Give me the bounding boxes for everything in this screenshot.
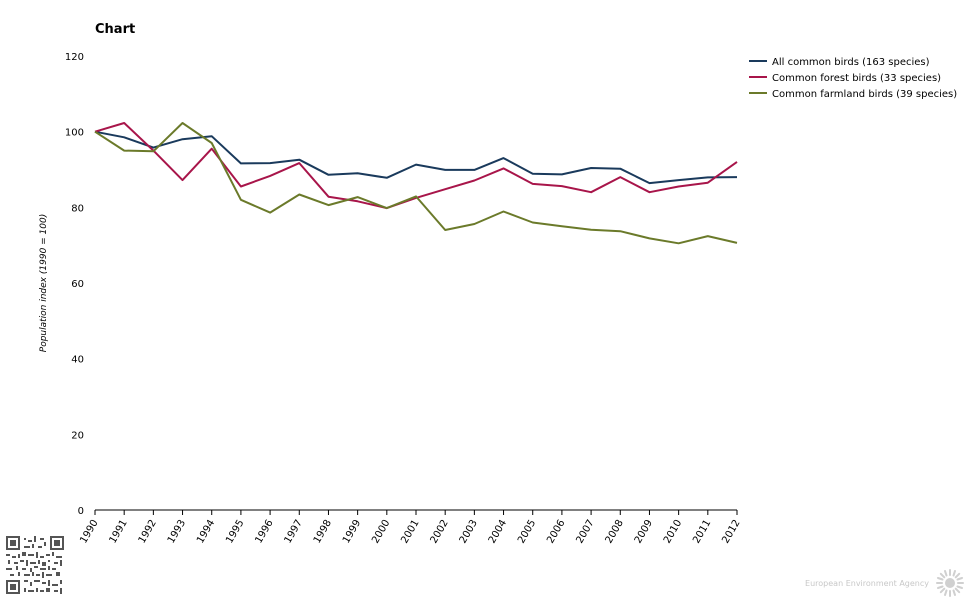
series-line-1 <box>94 130 738 185</box>
x-tick-label: 1997 <box>283 518 305 546</box>
x-tick-label: 1998 <box>312 518 334 546</box>
agency-name: European Environment Agency <box>805 578 929 588</box>
x-tick-label: 2010 <box>662 518 684 546</box>
x-tick-label: 2006 <box>545 518 567 546</box>
series-lines <box>94 122 738 245</box>
y-tick-label: 20 <box>71 430 84 441</box>
x-tick-label: 2007 <box>574 518 596 546</box>
x-tick-label: 2008 <box>604 518 626 546</box>
x-tick-label: 2009 <box>633 518 655 546</box>
eea-sun-logo-icon <box>936 569 964 597</box>
x-tick-label: 2002 <box>429 518 451 546</box>
y-tick-label: 60 <box>71 279 84 290</box>
x-tick-label: 1999 <box>341 518 363 546</box>
chart-title: Chart <box>95 22 136 37</box>
x-tick-label: 2004 <box>487 518 509 546</box>
x-tick-label: 2003 <box>458 518 480 546</box>
y-tick-label: 0 <box>78 506 84 517</box>
legend: All common birds (163 species) Common for… <box>749 57 957 100</box>
x-axis-ticks: 1990 1991 1992 1993 1994 1995 1996 1997 1998 1999… <box>78 510 743 546</box>
x-tick-label: 1994 <box>195 518 217 546</box>
y-tick-label: 80 <box>71 203 84 214</box>
y-tick-label: 100 <box>65 128 84 139</box>
legend-entry-1: All common birds (163 species) <box>772 57 930 68</box>
qr-code-icon <box>6 536 64 594</box>
x-tick-label: 2012 <box>720 518 742 546</box>
x-tick-label: 1993 <box>166 518 188 546</box>
x-tick-label: 1991 <box>108 518 130 546</box>
x-tick-label: 2001 <box>399 518 421 546</box>
x-tick-label: 1995 <box>224 518 246 546</box>
x-tick-label: 1996 <box>253 518 275 546</box>
y-tick-label: 40 <box>71 355 84 366</box>
x-tick-label: 2011 <box>691 518 713 546</box>
legend-entry-3: Common farmland birds (39 species) <box>772 89 957 100</box>
y-tick-label: 120 <box>65 52 84 63</box>
x-tick-label: 2005 <box>516 518 538 546</box>
x-tick-label: 2000 <box>370 518 392 546</box>
series-line-3 <box>94 122 738 245</box>
legend-entry-2: Common forest birds (33 species) <box>772 73 941 84</box>
y-axis-label: Population index (1990 = 100) <box>39 214 49 352</box>
eea-footer: European Environment Agency <box>805 568 965 598</box>
y-axis-ticks: 0 20 40 60 80 100 120 <box>65 52 84 517</box>
x-tick-label: 1990 <box>78 518 100 546</box>
x-tick-label: 1992 <box>137 518 159 546</box>
